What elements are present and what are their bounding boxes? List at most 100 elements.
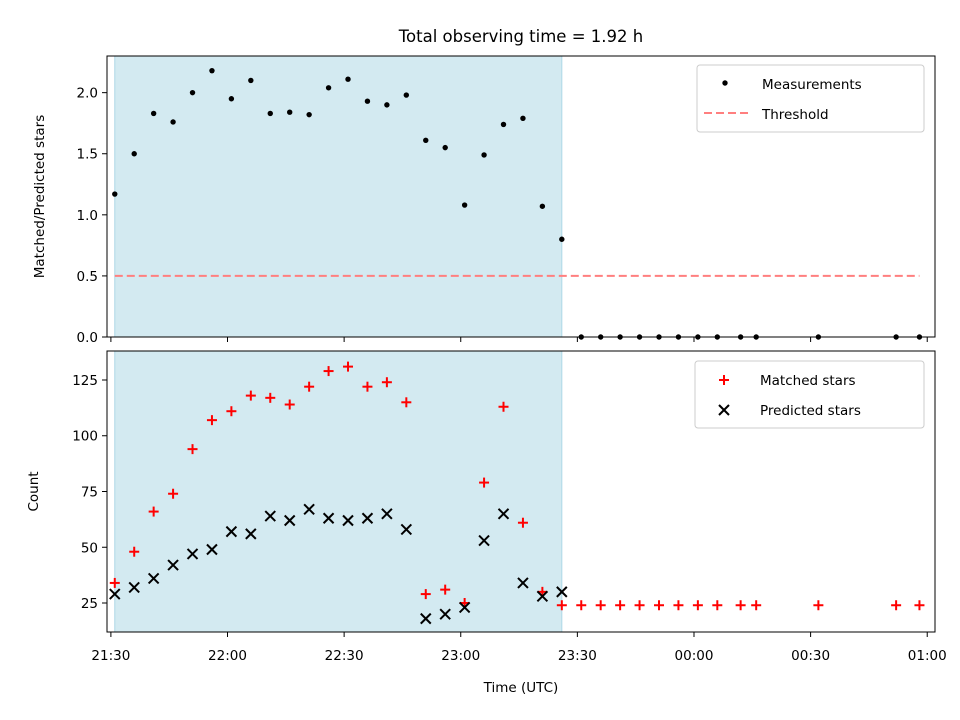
- measurement-point: [287, 109, 293, 115]
- predicted-star-point: [109, 588, 121, 600]
- predicted-star-point: [420, 612, 432, 625]
- matched-star-point: [813, 600, 824, 611]
- x-tick-label: 01:00: [908, 648, 947, 664]
- y-tick-label: 2.0: [77, 86, 98, 102]
- y-tick-label: 50: [81, 540, 98, 556]
- observing-window-band: [114, 55, 563, 338]
- predicted-star-point: [478, 534, 490, 547]
- measurement-point: [539, 203, 546, 209]
- x-tick-label: 22:30: [325, 648, 364, 664]
- y-tick-label: 125: [72, 373, 98, 389]
- predicted-star-point: [283, 514, 296, 527]
- matched-star-point: [735, 600, 746, 611]
- top-legend: Measurements Threshold: [696, 64, 925, 133]
- matched-star-point: [576, 600, 587, 611]
- predicted-star-point: [245, 528, 257, 540]
- measurement-point: [559, 236, 565, 242]
- y-tick-label: 1.5: [77, 147, 98, 163]
- predicted-star-point: [303, 503, 315, 516]
- measurement-point: [150, 110, 157, 117]
- predicted-star-point: [497, 508, 510, 520]
- legend-threshold-label: Threshold: [761, 107, 829, 123]
- x-tick-label: 22:00: [208, 648, 247, 664]
- legend-matched-marker: [719, 375, 729, 385]
- matched-star-point: [692, 600, 703, 611]
- predicted-star-point: [128, 581, 140, 594]
- measurement-point: [306, 111, 312, 118]
- y-tick-label: 25: [81, 596, 98, 612]
- measurement-point: [500, 121, 507, 128]
- y-tick-label: 0.0: [77, 330, 98, 346]
- bottom-x-ticks: 21:30 22:00 22:30 23:00 23:30 00:00 00:30 01:00: [91, 632, 947, 664]
- matched-star-point: [206, 415, 217, 426]
- top-x-ticks: [110, 337, 928, 342]
- predicted-star-point: [322, 512, 335, 524]
- measurement-point: [267, 110, 273, 117]
- predicted-star-point: [186, 548, 199, 560]
- measurement-point: [345, 76, 351, 82]
- predicted-star-point: [361, 512, 374, 524]
- legend-measurements-label: Measurements: [762, 77, 862, 93]
- predicted-star-point: [400, 523, 413, 536]
- y-tick-label: 0.5: [77, 269, 98, 285]
- matched-star-point: [595, 600, 606, 611]
- matched-star-point: [751, 600, 762, 611]
- matched-star-point: [148, 506, 159, 517]
- matched-star-point: [556, 600, 567, 611]
- matched-star-point: [284, 399, 295, 410]
- legend-cross-glyph: [718, 404, 730, 416]
- matched-star-point: [498, 401, 509, 412]
- measurement-point: [520, 115, 526, 122]
- matched-star-point: [712, 600, 723, 611]
- predicted-star-point: [167, 559, 179, 571]
- measurement-point: [248, 77, 254, 84]
- bottom-legend: Matched stars Predicted stars: [694, 360, 925, 429]
- matched-star-point: [304, 381, 315, 392]
- measurement-point: [481, 152, 487, 158]
- matched-star-point: [401, 397, 412, 408]
- top-axes-frame: [106, 55, 936, 338]
- bottom-y-axis-label: Count: [26, 471, 42, 511]
- measurement-point: [325, 85, 332, 91]
- legend-predicted-marker: [718, 404, 730, 416]
- matched-stars-points: [109, 361, 925, 611]
- bottom-panel: 25 50 75 100 125 21:30 22:00 22:30 23:00 23:30 00…: [26, 350, 947, 696]
- top-legend-box: [696, 64, 925, 133]
- predicted-star-point: [225, 525, 238, 538]
- measurement-point: [423, 137, 429, 143]
- measurement-point: [131, 151, 137, 157]
- x-tick-label: 00:00: [675, 648, 714, 664]
- predicted-stars-points: [109, 503, 568, 625]
- matched-star-point: [440, 584, 451, 595]
- measurement-point: [170, 119, 176, 125]
- legend-matched-label: Matched stars: [760, 373, 856, 389]
- matched-star-point: [615, 600, 626, 611]
- predicted-star-point: [458, 601, 471, 614]
- measurement-point: [403, 92, 410, 98]
- legend-dot: [722, 80, 728, 86]
- legend-plus-glyph: [719, 375, 729, 385]
- x-axis-label: Time (UTC): [483, 680, 559, 696]
- predicted-star-point: [264, 510, 276, 522]
- predicted-star-point: [147, 572, 160, 585]
- matched-star-point: [168, 488, 179, 499]
- matched-star-point: [673, 600, 684, 611]
- predicted-star-point: [206, 543, 218, 556]
- matched-star-point: [479, 477, 490, 488]
- measurement-point: [112, 191, 118, 197]
- bottom-y-ticks: 25 50 75 100 125: [72, 373, 107, 612]
- matched-star-point: [323, 366, 334, 377]
- matched-star-point: [343, 361, 354, 372]
- matched-star-point: [914, 600, 925, 611]
- matched-star-point: [517, 517, 528, 528]
- bottom-axes-frame: [106, 350, 936, 633]
- legend-measurements-marker: [722, 80, 728, 86]
- predicted-star-point: [556, 586, 568, 598]
- predicted-star-point: [342, 514, 354, 527]
- matched-star-point: [245, 390, 256, 401]
- chart-title: Total observing time = 1.92 h: [398, 27, 643, 46]
- matched-star-point: [187, 444, 198, 455]
- measurement-point: [189, 89, 196, 96]
- measurements-points: [112, 67, 923, 340]
